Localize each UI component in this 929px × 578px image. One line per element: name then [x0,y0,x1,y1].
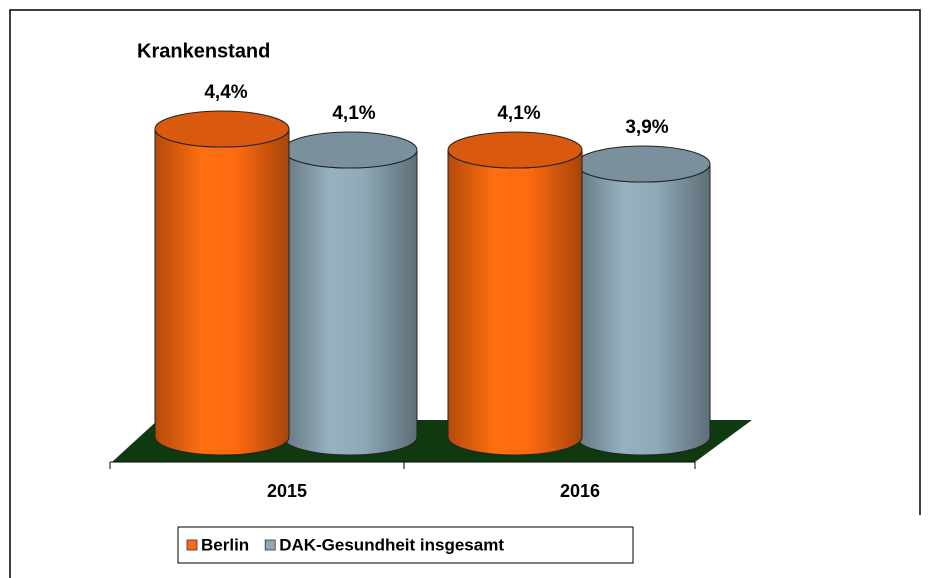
bar-top [282,131,418,169]
value-label: 4,1% [332,103,375,124]
bar [575,145,711,456]
bar-body [447,149,583,456]
bar [154,110,290,456]
x-tick-label: 2015 [267,481,307,501]
bar-top [447,131,583,169]
bar-top [575,145,711,183]
bar [282,131,418,456]
chart-title: Krankenstand [137,40,270,62]
bar-top [154,110,290,148]
value-label: 3,9% [625,117,668,138]
legend-label: DAK-Gesundheit insgesamt [279,535,504,554]
x-tick-label: 2016 [560,481,600,501]
bar [447,131,583,456]
bar-body [282,149,418,456]
bar-body [154,128,290,456]
value-label: 4,1% [497,103,540,124]
legend [177,526,634,564]
chart-frame [9,9,921,578]
value-label: 4,4% [204,82,247,103]
legend-swatch [186,539,198,551]
legend-label: Berlin [201,535,249,554]
bar-body [575,163,711,456]
legend-swatch [264,539,276,551]
